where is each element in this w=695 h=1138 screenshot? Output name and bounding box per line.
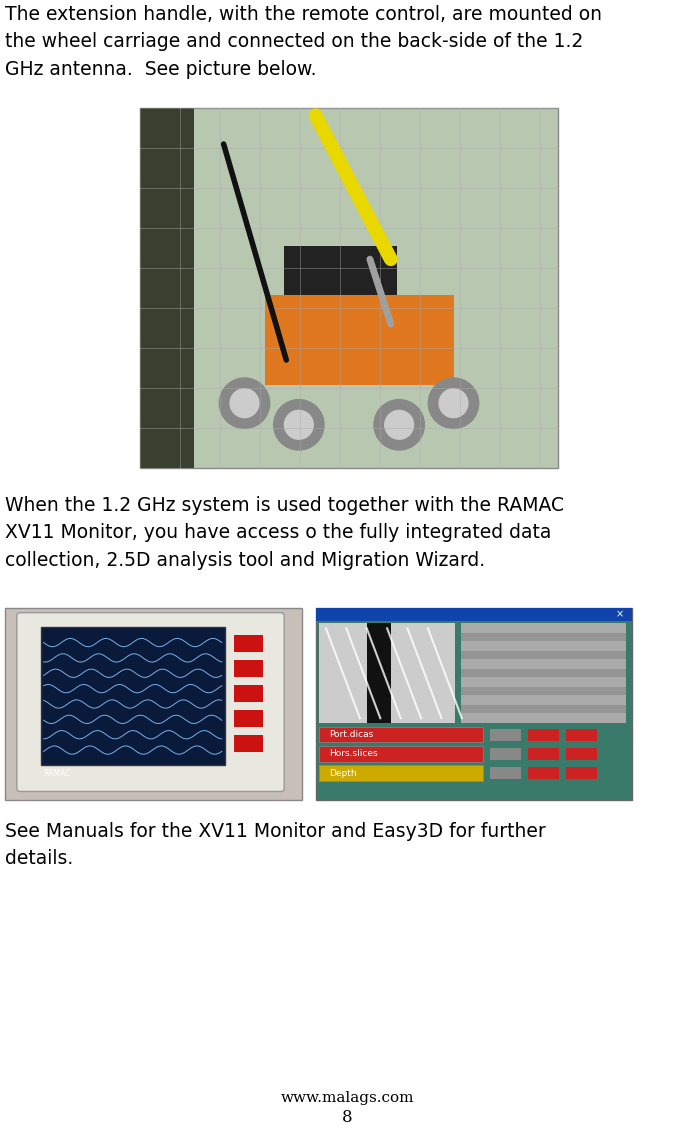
Text: ×: × [616,610,624,620]
FancyBboxPatch shape [490,767,521,780]
FancyBboxPatch shape [234,685,263,702]
FancyBboxPatch shape [234,710,263,727]
FancyBboxPatch shape [234,660,263,677]
FancyBboxPatch shape [234,735,263,752]
FancyBboxPatch shape [316,608,632,621]
FancyBboxPatch shape [319,727,484,742]
Text: Port.dicas: Port.dicas [329,731,373,740]
FancyBboxPatch shape [490,728,521,741]
Text: Hors.slices: Hors.slices [329,750,377,758]
FancyBboxPatch shape [284,246,397,295]
FancyBboxPatch shape [566,767,597,780]
Circle shape [374,399,425,450]
FancyBboxPatch shape [265,295,454,385]
FancyBboxPatch shape [461,687,626,695]
Circle shape [284,411,313,439]
FancyBboxPatch shape [40,627,224,766]
FancyBboxPatch shape [528,748,559,760]
FancyBboxPatch shape [140,108,195,468]
Text: www.malags.com: www.malags.com [281,1091,414,1105]
FancyBboxPatch shape [566,748,597,760]
FancyBboxPatch shape [461,651,626,659]
Circle shape [274,399,324,450]
Circle shape [385,411,414,439]
FancyBboxPatch shape [319,747,484,761]
FancyBboxPatch shape [461,706,626,714]
Circle shape [439,389,468,418]
FancyBboxPatch shape [461,669,626,677]
FancyBboxPatch shape [528,767,559,780]
FancyBboxPatch shape [528,728,559,741]
FancyBboxPatch shape [234,635,263,652]
FancyBboxPatch shape [490,748,521,760]
FancyBboxPatch shape [17,612,284,792]
FancyBboxPatch shape [461,624,626,724]
FancyBboxPatch shape [319,766,484,781]
Text: 8: 8 [342,1110,353,1127]
FancyBboxPatch shape [5,608,302,800]
Circle shape [220,378,270,428]
Text: When the 1.2 GHz system is used together with the RAMAC
XV11 Monitor, you have a: When the 1.2 GHz system is used together… [5,496,564,569]
FancyBboxPatch shape [316,608,632,800]
FancyBboxPatch shape [140,108,558,468]
Circle shape [230,389,259,418]
Text: Depth: Depth [329,768,357,777]
Text: The extension handle, with the remote control, are mounted on
the wheel carriage: The extension handle, with the remote co… [5,5,602,79]
FancyBboxPatch shape [367,624,391,724]
Circle shape [428,378,479,428]
FancyBboxPatch shape [319,624,455,724]
FancyBboxPatch shape [461,634,626,642]
FancyBboxPatch shape [566,728,597,741]
Text: RAMAC: RAMAC [44,769,71,778]
Text: See Manuals for the XV11 Monitor and Easy3D for further
details.: See Manuals for the XV11 Monitor and Eas… [5,822,546,868]
